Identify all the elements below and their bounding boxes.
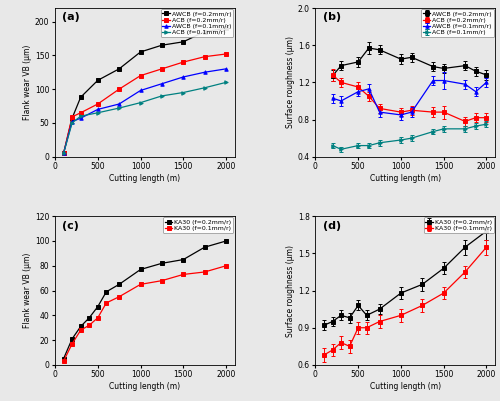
ACB (f=0.1mm/r): [180, 90, 186, 95]
ACB (f=0.1mm/r): [138, 100, 143, 105]
AWCB (f=0.2mm/r): [159, 43, 165, 48]
KA30 (f=0.1mm/r): [202, 269, 207, 274]
Legend: KA30 (f=0.2mm/r), KA30 (f=0.1mm/r): KA30 (f=0.2mm/r), KA30 (f=0.1mm/r): [424, 217, 494, 233]
ACB (f=0.2mm/r): [116, 87, 122, 91]
ACB (f=0.2mm/r): [159, 67, 165, 71]
AWCB (f=0.1mm/r): [78, 116, 84, 121]
AWCB (f=0.2mm/r): [138, 50, 143, 55]
AWCB (f=0.1mm/r): [202, 70, 207, 75]
KA30 (f=0.1mm/r): [69, 341, 75, 346]
Line: KA30 (f=0.1mm/r): KA30 (f=0.1mm/r): [62, 264, 228, 363]
KA30 (f=0.2mm/r): [223, 239, 229, 243]
ACB (f=0.2mm/r): [78, 110, 84, 115]
KA30 (f=0.1mm/r): [86, 323, 92, 328]
KA30 (f=0.2mm/r): [86, 316, 92, 320]
AWCB (f=0.2mm/r): [60, 151, 66, 156]
ACB (f=0.1mm/r): [78, 114, 84, 119]
KA30 (f=0.2mm/r): [202, 245, 207, 249]
ACB (f=0.1mm/r): [60, 151, 66, 156]
KA30 (f=0.1mm/r): [159, 278, 165, 283]
KA30 (f=0.1mm/r): [180, 272, 186, 277]
Y-axis label: Flank wear VB (μm): Flank wear VB (μm): [23, 45, 32, 120]
KA30 (f=0.1mm/r): [60, 359, 66, 364]
AWCB (f=0.2mm/r): [223, 26, 229, 31]
Y-axis label: Surface roughness (μm): Surface roughness (μm): [286, 36, 295, 128]
Line: KA30 (f=0.2mm/r): KA30 (f=0.2mm/r): [62, 239, 228, 360]
ACB (f=0.2mm/r): [223, 52, 229, 57]
KA30 (f=0.1mm/r): [138, 282, 143, 287]
KA30 (f=0.2mm/r): [60, 356, 66, 361]
AWCB (f=0.1mm/r): [95, 107, 101, 112]
Line: AWCB (f=0.2mm/r): AWCB (f=0.2mm/r): [62, 26, 228, 155]
KA30 (f=0.2mm/r): [78, 324, 84, 329]
AWCB (f=0.1mm/r): [223, 67, 229, 71]
Line: ACB (f=0.2mm/r): ACB (f=0.2mm/r): [62, 52, 228, 155]
ACB (f=0.2mm/r): [95, 101, 101, 106]
KA30 (f=0.2mm/r): [180, 257, 186, 262]
Y-axis label: Flank wear VB (μm): Flank wear VB (μm): [23, 253, 32, 328]
KA30 (f=0.2mm/r): [104, 290, 110, 294]
ACB (f=0.2mm/r): [60, 151, 66, 156]
ACB (f=0.2mm/r): [69, 114, 75, 119]
Legend: AWCB (f=0.2mm/r), ACB (f=0.2mm/r), AWCB (f=0.1mm/r), ACB (f=0.1mm/r): AWCB (f=0.2mm/r), ACB (f=0.2mm/r), AWCB …: [160, 9, 234, 37]
KA30 (f=0.2mm/r): [159, 261, 165, 266]
ACB (f=0.1mm/r): [95, 110, 101, 115]
X-axis label: Cutting length (m): Cutting length (m): [109, 174, 180, 183]
ACB (f=0.1mm/r): [69, 121, 75, 126]
Y-axis label: Surface roughness (μm): Surface roughness (μm): [286, 245, 295, 336]
ACB (f=0.1mm/r): [202, 85, 207, 90]
AWCB (f=0.2mm/r): [180, 39, 186, 44]
KA30 (f=0.2mm/r): [116, 282, 122, 287]
AWCB (f=0.2mm/r): [78, 95, 84, 100]
AWCB (f=0.2mm/r): [69, 116, 75, 121]
Text: (b): (b): [322, 12, 340, 22]
AWCB (f=0.1mm/r): [159, 81, 165, 86]
KA30 (f=0.2mm/r): [69, 336, 75, 341]
AWCB (f=0.1mm/r): [116, 101, 122, 106]
KA30 (f=0.1mm/r): [116, 294, 122, 299]
Legend: AWCB (f=0.2mm/r), ACB (f=0.2mm/r), AWCB (f=0.1mm/r), ACB (f=0.1mm/r): AWCB (f=0.2mm/r), ACB (f=0.2mm/r), AWCB …: [421, 9, 494, 37]
KA30 (f=0.1mm/r): [223, 263, 229, 268]
X-axis label: Cutting length (m): Cutting length (m): [370, 382, 441, 391]
Legend: KA30 (f=0.2mm/r), KA30 (f=0.1mm/r): KA30 (f=0.2mm/r), KA30 (f=0.1mm/r): [163, 217, 234, 233]
KA30 (f=0.1mm/r): [104, 300, 110, 305]
ACB (f=0.2mm/r): [180, 60, 186, 65]
Line: ACB (f=0.1mm/r): ACB (f=0.1mm/r): [62, 81, 228, 155]
ACB (f=0.1mm/r): [223, 80, 229, 85]
X-axis label: Cutting length (m): Cutting length (m): [370, 174, 441, 183]
AWCB (f=0.2mm/r): [202, 29, 207, 34]
AWCB (f=0.1mm/r): [138, 88, 143, 93]
ACB (f=0.2mm/r): [202, 54, 207, 59]
KA30 (f=0.1mm/r): [78, 328, 84, 332]
KA30 (f=0.1mm/r): [95, 316, 101, 320]
ACB (f=0.1mm/r): [116, 105, 122, 110]
Text: (a): (a): [62, 12, 80, 22]
ACB (f=0.1mm/r): [159, 93, 165, 98]
AWCB (f=0.1mm/r): [60, 151, 66, 156]
AWCB (f=0.1mm/r): [69, 119, 75, 124]
Line: AWCB (f=0.1mm/r): AWCB (f=0.1mm/r): [62, 67, 228, 155]
Text: (d): (d): [322, 221, 340, 231]
Text: (c): (c): [62, 221, 79, 231]
AWCB (f=0.2mm/r): [95, 78, 101, 83]
AWCB (f=0.2mm/r): [116, 67, 122, 71]
KA30 (f=0.2mm/r): [95, 304, 101, 309]
X-axis label: Cutting length (m): Cutting length (m): [109, 382, 180, 391]
ACB (f=0.2mm/r): [138, 73, 143, 78]
AWCB (f=0.1mm/r): [180, 75, 186, 79]
KA30 (f=0.2mm/r): [138, 267, 143, 272]
